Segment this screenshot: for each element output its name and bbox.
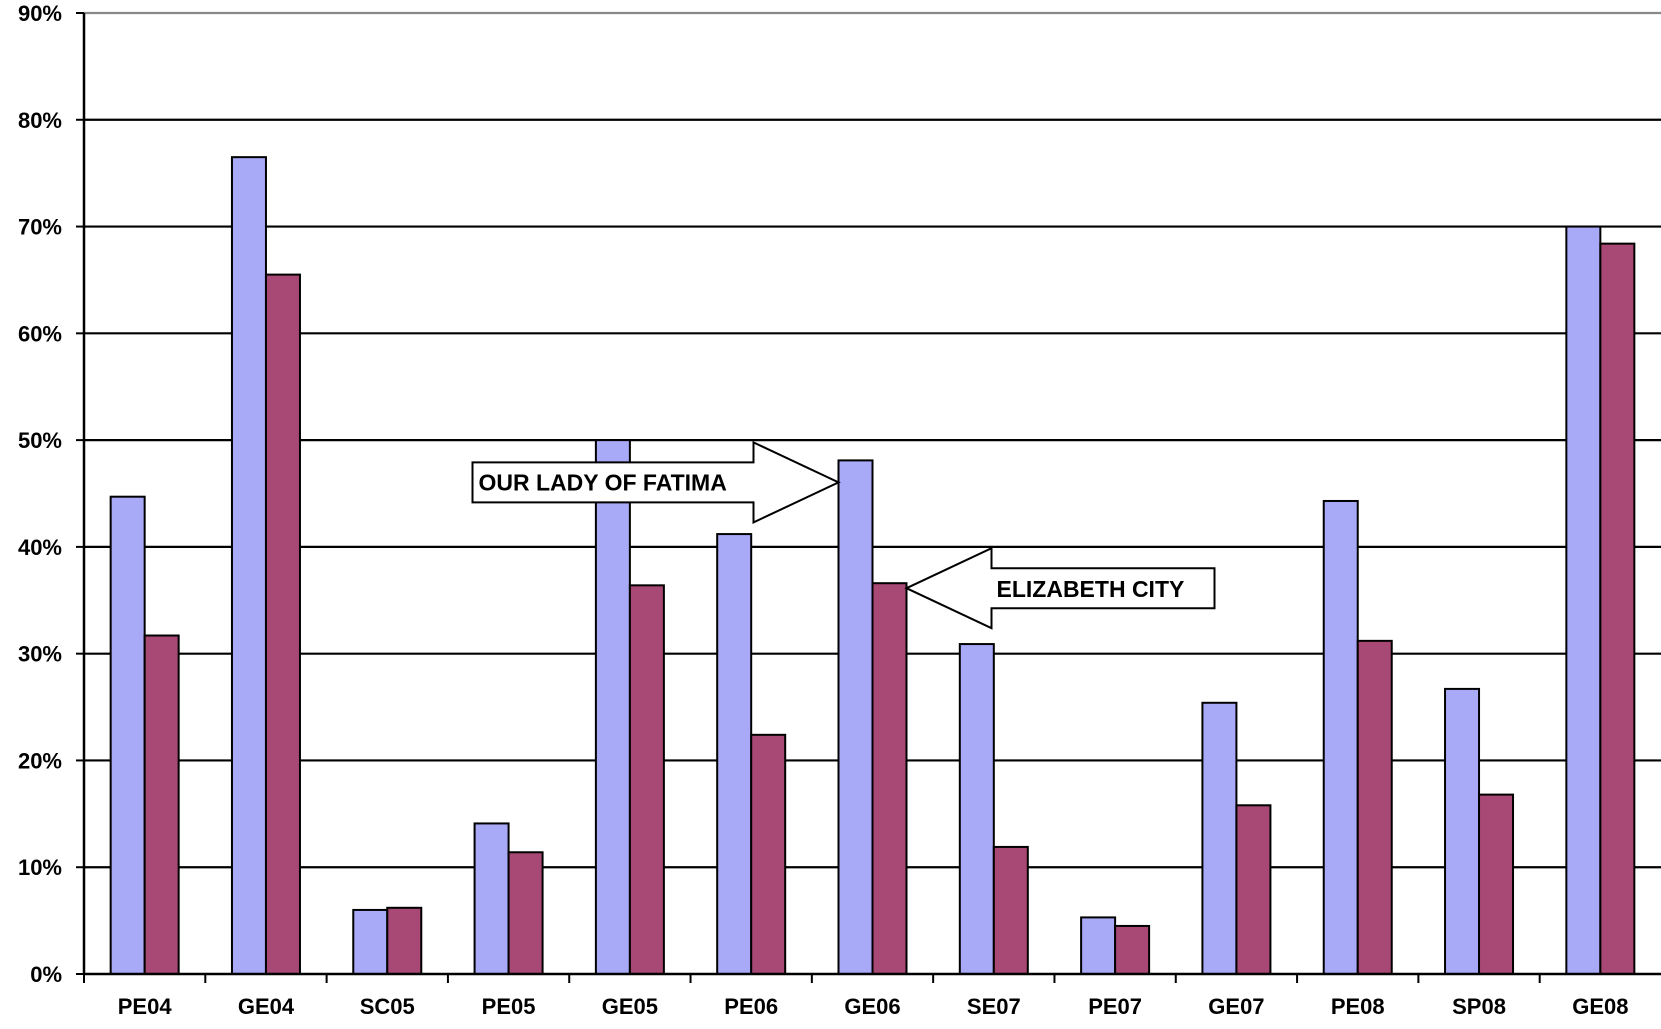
axes	[76, 12, 1661, 983]
bar-ge04-series-1	[230, 156, 267, 975]
bar-pe05-series-1	[473, 822, 510, 976]
x-tick-label: PE07	[1088, 994, 1142, 1019]
bar-ge06-series-1	[837, 459, 874, 976]
x-tick-label: PE06	[724, 994, 778, 1019]
bar-pe05-series-2	[507, 851, 544, 975]
y-tick-label: 0%	[30, 962, 62, 987]
bar-sc05-series-2	[386, 906, 423, 976]
bar-sc05-series-1	[352, 908, 389, 976]
bar-pe07-series-1	[1080, 916, 1117, 975]
bar-ge07-series-2	[1235, 804, 1272, 976]
x-tick-label: PE08	[1331, 994, 1385, 1019]
bar-ge08-series-1	[1565, 225, 1602, 976]
bar-pe06-series-1	[716, 533, 753, 975]
callout-arrow-right	[471, 440, 841, 524]
y-tick-label: 50%	[18, 428, 62, 453]
callout-arrow-left	[904, 546, 1216, 630]
bar-se07-series-2	[992, 845, 1029, 975]
bar-pe07-series-2	[1114, 924, 1151, 976]
bar-ge08-series-2	[1599, 242, 1636, 975]
bar-sp08-series-2	[1478, 793, 1515, 976]
x-tick-label: GE05	[602, 994, 658, 1019]
bar-ge04-series-2	[264, 273, 301, 976]
y-tick-label: 20%	[18, 748, 62, 773]
y-tick-label: 10%	[18, 855, 62, 880]
callout-label: ELIZABETH CITY	[997, 576, 1185, 602]
bar-pe08-series-2	[1356, 639, 1393, 975]
x-tick-label: SP08	[1452, 994, 1506, 1019]
bar-pe08-series-1	[1322, 499, 1359, 975]
bar-sp08-series-1	[1444, 687, 1481, 975]
x-tick-label: SE07	[967, 994, 1021, 1019]
x-tick-label: PE05	[482, 994, 536, 1019]
bar-ge05-series-1	[594, 439, 631, 976]
x-tick-label: GE04	[238, 994, 295, 1019]
y-tick-label: 60%	[18, 321, 62, 346]
x-tick-label: GE06	[844, 994, 900, 1019]
bar-se07-series-1	[958, 643, 995, 975]
bar-pe04-series-1	[109, 495, 146, 975]
bar-pe04-series-2	[143, 634, 180, 976]
callout-label: OUR LADY OF FATIMA	[479, 469, 727, 495]
bar-pe06-series-2	[750, 733, 787, 975]
y-tick-label: 30%	[18, 642, 62, 667]
y-tick-label: 90%	[18, 1, 62, 26]
gridlines	[84, 11, 1661, 869]
bars	[109, 156, 1636, 976]
bar-ge05-series-2	[628, 584, 665, 976]
x-axis-tick-labels: PE04 GE04 SC05 PE05 GE05 PE06 GE06 SE07 PE07 GE07…	[118, 994, 1629, 1019]
x-tick-label: SC05	[360, 994, 415, 1019]
bar-ge06-series-2	[871, 582, 908, 976]
bar-ge07-series-1	[1201, 701, 1238, 975]
x-tick-label: GE08	[1572, 994, 1628, 1019]
y-tick-label: 70%	[18, 215, 62, 240]
annotations: OUR LADY OF FATIMA ELIZABETH CITY	[471, 440, 1216, 630]
x-tick-label: GE07	[1208, 994, 1264, 1019]
y-tick-label: 80%	[18, 108, 62, 133]
y-axis-tick-labels: 0% 10% 20% 30% 40% 50% 60% 70% 80% 90%	[18, 1, 62, 987]
y-tick-label: 40%	[18, 535, 62, 560]
x-tick-label: PE04	[118, 994, 173, 1019]
